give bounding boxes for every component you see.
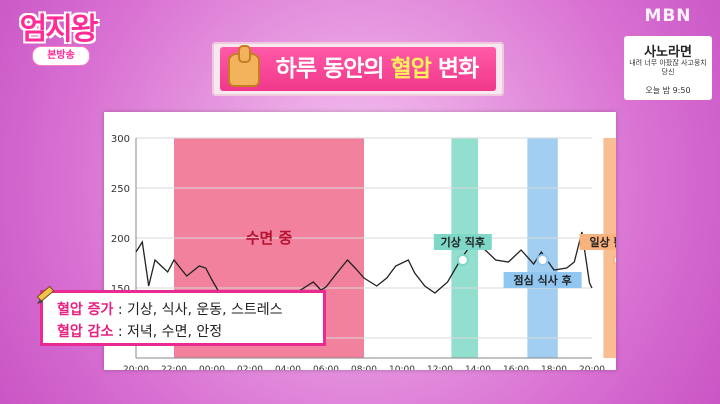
bp-series-line bbox=[135, 231, 593, 307]
x-tick-label: 20:00 bbox=[123, 365, 149, 370]
promo-title: 사노라면 bbox=[644, 45, 692, 60]
legend-increase-items: : 기상, 식사, 운동, 스트레스 bbox=[113, 302, 283, 318]
chart-panel: 10015020025030020:0022:0000:0002:0004:00… bbox=[104, 112, 616, 370]
annotation-label: 기상 직후 bbox=[441, 235, 485, 249]
show-logo: 엄지왕 본방송 bbox=[6, 2, 110, 70]
channel-logo: MBN bbox=[644, 6, 692, 26]
x-tick-label: 20:00 bbox=[579, 365, 605, 370]
x-tick-label: 04:00 bbox=[275, 365, 301, 370]
annotation-point bbox=[456, 254, 469, 266]
title-pre: 하루 동안의 bbox=[275, 56, 391, 82]
pencil-icon bbox=[36, 285, 55, 304]
annotation-point bbox=[536, 254, 549, 266]
annotation-label: 일상 활동 중 bbox=[589, 235, 616, 249]
y-tick-label: 250 bbox=[111, 184, 130, 195]
promo-card: 사노라면 내려 너무 아팠잖 사고뭉치 당신 오늘 밤 9:50 bbox=[624, 36, 712, 100]
annotation-badge bbox=[433, 234, 492, 250]
x-tick-label: 14:00 bbox=[465, 365, 491, 370]
legend-decrease: 혈압 감소 : 저녁, 수면, 안정 bbox=[57, 321, 222, 341]
title-post: 변화 bbox=[430, 56, 479, 82]
x-tick-label: 16:00 bbox=[503, 365, 529, 370]
legend-increase: 혈압 증가 : 기상, 식사, 운동, 스트레스 bbox=[57, 299, 283, 319]
thumbs-up-icon bbox=[228, 45, 260, 87]
x-tick-label: 18:00 bbox=[541, 365, 567, 370]
title-banner: 하루 동안의 혈압 변화 bbox=[212, 42, 504, 96]
legend-decrease-label: 혈압 감소 bbox=[57, 324, 114, 340]
title-banner-inner: 하루 동안의 혈압 변화 bbox=[220, 45, 496, 91]
annotation-point bbox=[612, 254, 616, 266]
annotation-badge bbox=[503, 272, 582, 288]
y-tick-label: 300 bbox=[111, 134, 130, 145]
promo-desc: 내려 너무 아팠잖 사고뭉치 당신 bbox=[629, 59, 707, 76]
x-tick-label: 00:00 bbox=[199, 365, 225, 370]
x-tick-label: 08:00 bbox=[351, 365, 377, 370]
page-title: 하루 동안의 혈압 변화 bbox=[262, 47, 492, 91]
show-logo-sub: 본방송 bbox=[32, 46, 90, 66]
y-tick-label: 150 bbox=[111, 284, 130, 295]
x-tick-label: 12:00 bbox=[427, 365, 453, 370]
x-tick-label: 10:00 bbox=[389, 365, 415, 370]
promo-time: 오늘 밤 9:50 bbox=[645, 86, 691, 95]
annotation-label: 점심 식사 후 bbox=[513, 273, 571, 287]
region-band bbox=[527, 138, 558, 358]
y-tick-label: 200 bbox=[111, 234, 130, 245]
legend-box: 혈압 증가 : 기상, 식사, 운동, 스트레스 혈압 감소 : 저녁, 수면,… bbox=[36, 285, 326, 346]
blood-pressure-chart: 10015020025030020:0022:0000:0002:0004:00… bbox=[111, 134, 616, 370]
title-highlight: 혈압 bbox=[390, 56, 432, 82]
legend-decrease-items: : 저녁, 수면, 안정 bbox=[113, 324, 223, 340]
annotation-badge bbox=[579, 234, 616, 250]
x-tick-label: 02:00 bbox=[237, 365, 263, 370]
legend-increase-label: 혈압 증가 bbox=[57, 302, 114, 318]
show-logo-title: 엄지왕 bbox=[19, 12, 99, 47]
x-tick-label: 22:00 bbox=[161, 365, 187, 370]
x-tick-label: 06:00 bbox=[313, 365, 339, 370]
region-label-sleep: 수면 중 bbox=[246, 229, 293, 247]
